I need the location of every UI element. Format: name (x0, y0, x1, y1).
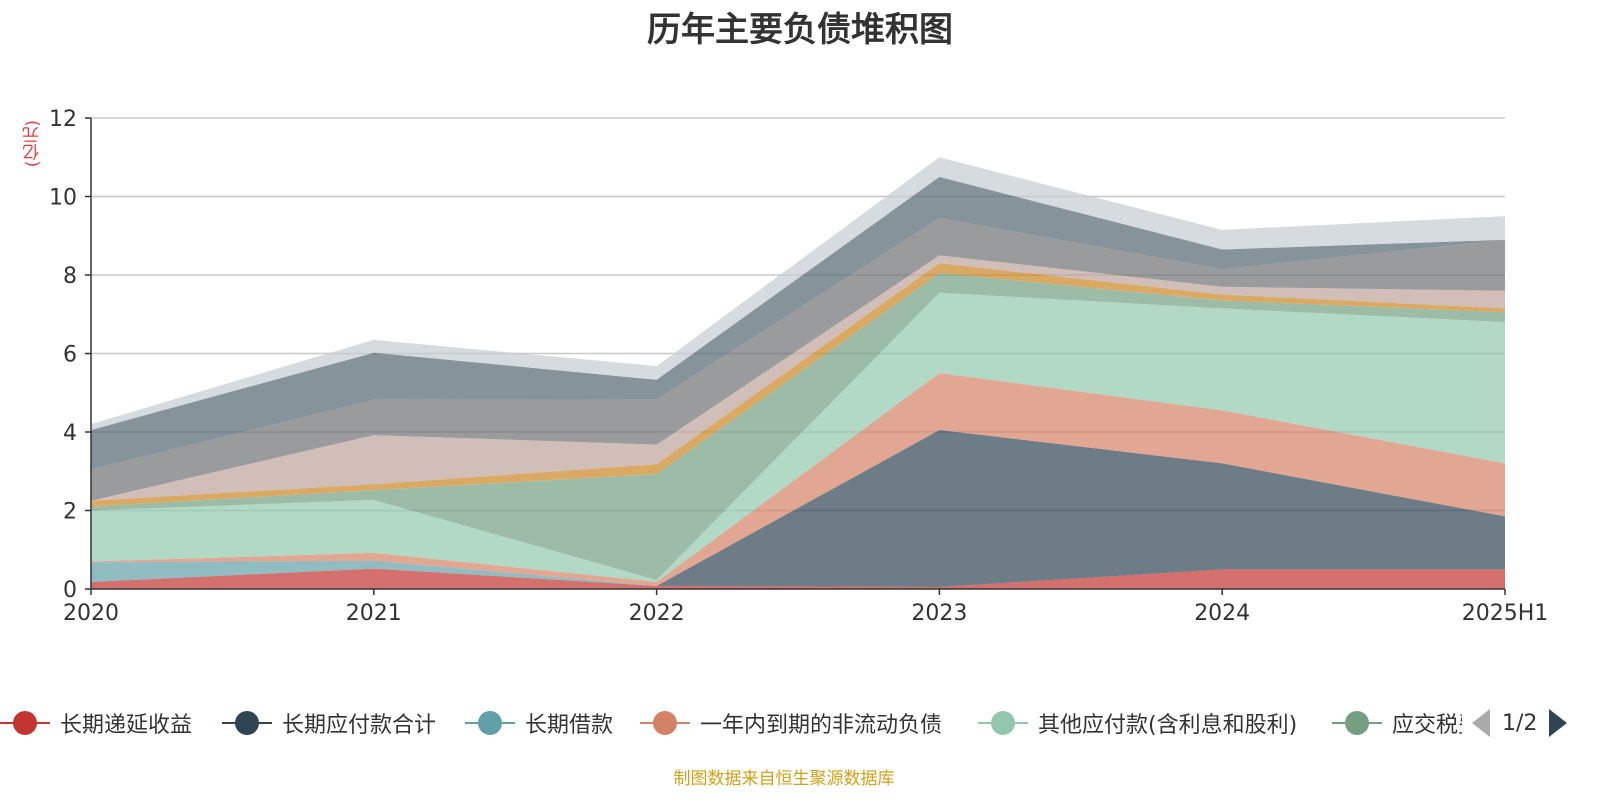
legend-label: 长期应付款合计 (282, 713, 437, 738)
area-series-10 (91, 157, 1505, 431)
legend-prev-page-icon[interactable] (1472, 709, 1490, 737)
legend-marker-icon (465, 710, 515, 736)
y-tick-label-4: 8 (63, 264, 77, 289)
y-tick-label-3: 6 (63, 343, 77, 368)
legend-page-indicator: 1/2 (1502, 710, 1538, 736)
x-tick-label-4: 2024 (1194, 601, 1250, 626)
x-tick-label-1: 2021 (346, 601, 402, 626)
legend-item-1[interactable]: 长期应付款合计 (222, 705, 436, 741)
legend-label: 长期借款 (525, 713, 614, 738)
y-tick-label-2: 4 (63, 421, 77, 446)
area-series-2 (91, 430, 1505, 586)
x-tick-label-2: 2022 (629, 601, 685, 626)
legend-marker-icon (978, 710, 1028, 736)
legend-items: 长期递延收益 长期应付款合计 长期借款 一年内到期的非流动负债 其他应付款(含利息和股利… (0, 705, 1462, 741)
legend-marker-icon (222, 710, 272, 736)
area-series-5 (91, 273, 1505, 580)
x-tick-label-5: 2025H1 (1462, 601, 1549, 626)
area-series-8 (91, 218, 1505, 501)
legend-item-0[interactable]: 长期递延收益 (0, 705, 192, 741)
x-tick-label-0: 2020 (63, 601, 119, 626)
y-tick-label-1: 2 (63, 500, 77, 525)
legend-marker-icon (640, 710, 690, 736)
x-tick-label-3: 2023 (911, 601, 967, 626)
legend-item-2[interactable]: 长期借款 (465, 705, 613, 741)
chart-legend: 长期递延收益 长期应付款合计 长期借款 一年内到期的非流动负债 其他应付款(含利息和股利… (0, 705, 1600, 741)
legend-marker-icon (0, 710, 50, 736)
y-tick-label-0: 0 (63, 578, 77, 603)
legend-label: 其他应付款(含利息和股利) (1038, 713, 1298, 738)
area-series-4 (91, 292, 1505, 582)
source-note: 制图数据来自恒生聚源数据库 (673, 769, 895, 789)
legend-item-3[interactable]: 一年内到期的非流动负债 (640, 705, 942, 741)
legend-marker-icon (1332, 710, 1382, 736)
area-series-1 (91, 430, 1505, 587)
legend-item-4[interactable]: 其他应付款(含利息和股利) (978, 705, 1297, 741)
area-series-7 (91, 255, 1505, 501)
y-tick-label-5: 10 (49, 186, 77, 211)
y-tick-label-6: 12 (49, 107, 77, 132)
area-series-9 (91, 176, 1505, 470)
legend-label: 应交税费 (1392, 713, 1462, 738)
area-series-3 (91, 373, 1505, 586)
legend-label: 一年内到期的非流动负债 (700, 713, 943, 738)
legend-item-5[interactable]: 应交税费 (1332, 705, 1462, 741)
legend-pager: 1/2 (1472, 705, 1568, 741)
legend-next-page-icon[interactable] (1549, 709, 1568, 737)
chart-title: 历年主要负债堆积图 (647, 10, 953, 50)
legend-label: 长期递延收益 (60, 713, 193, 738)
area-series-0 (91, 568, 1505, 589)
